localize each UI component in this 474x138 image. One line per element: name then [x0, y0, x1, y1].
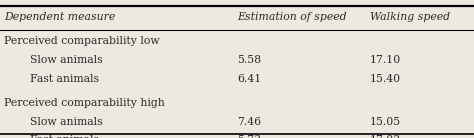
Text: Slow animals: Slow animals: [30, 116, 102, 127]
Text: Dependent measure: Dependent measure: [4, 12, 115, 22]
Text: 15.40: 15.40: [370, 74, 401, 84]
Text: 5.73: 5.73: [237, 135, 261, 138]
Text: Fast animals: Fast animals: [30, 74, 99, 84]
Text: Slow animals: Slow animals: [30, 55, 102, 65]
Text: 17.02: 17.02: [370, 135, 401, 138]
Text: 5.58: 5.58: [237, 55, 261, 65]
Text: 6.41: 6.41: [237, 74, 261, 84]
Text: Perceived comparability low: Perceived comparability low: [4, 36, 159, 46]
Text: Estimation of speed: Estimation of speed: [237, 12, 346, 22]
Text: Walking speed: Walking speed: [370, 12, 450, 22]
Text: Perceived comparability high: Perceived comparability high: [4, 98, 164, 108]
Text: 7.46: 7.46: [237, 116, 261, 127]
Text: Fast animals: Fast animals: [30, 135, 99, 138]
Text: 15.05: 15.05: [370, 116, 401, 127]
Text: 17.10: 17.10: [370, 55, 401, 65]
